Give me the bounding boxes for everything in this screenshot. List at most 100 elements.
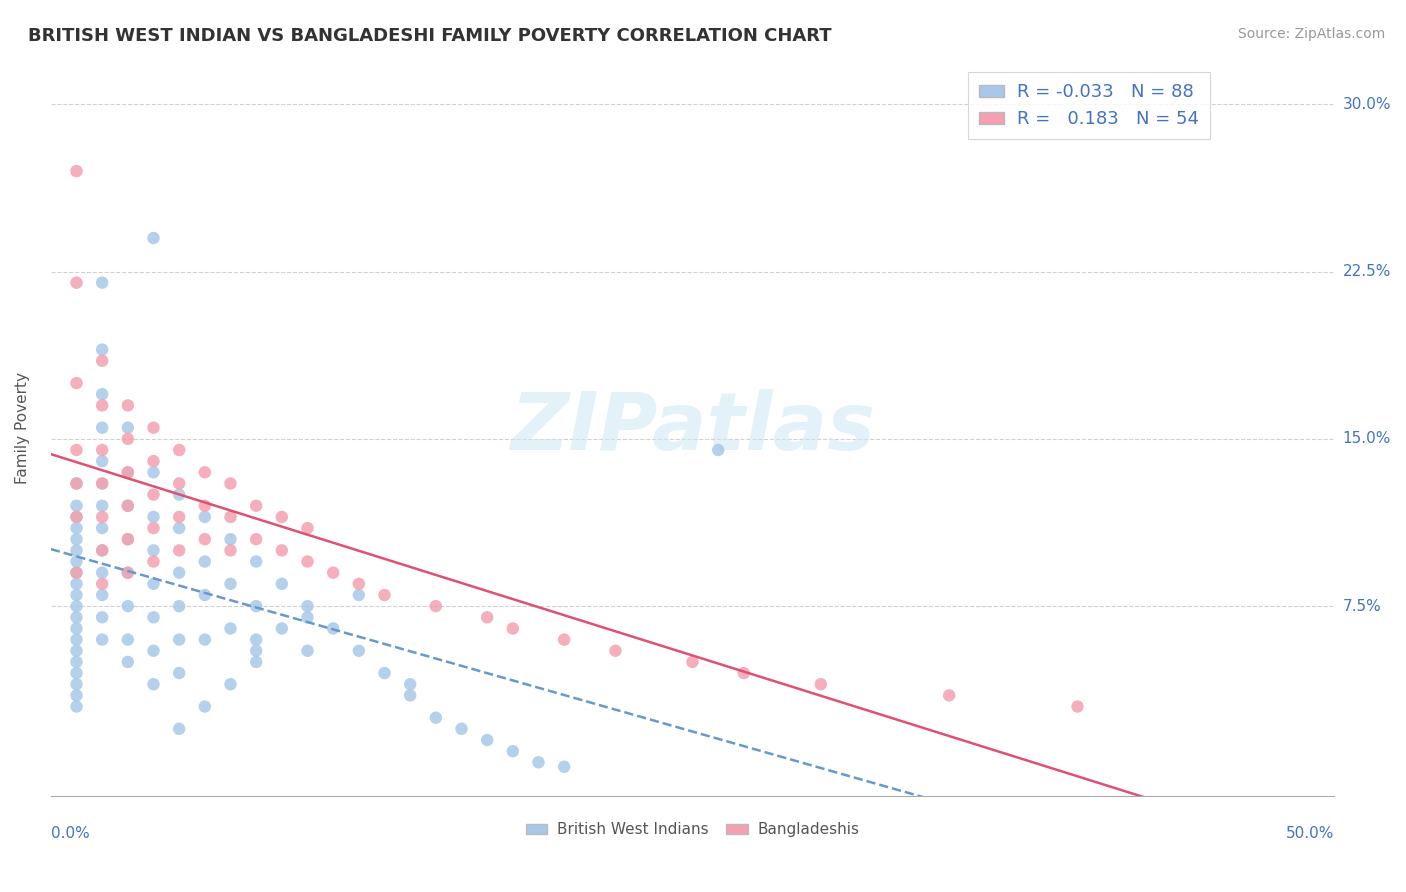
Point xyxy=(65,622,87,636)
Point xyxy=(65,566,87,580)
Point xyxy=(733,666,755,681)
Point xyxy=(475,610,498,624)
Point xyxy=(938,689,960,703)
Point xyxy=(91,510,114,524)
Point xyxy=(270,622,292,636)
Point xyxy=(167,487,190,501)
Point xyxy=(91,566,114,580)
Point xyxy=(65,376,87,390)
Point xyxy=(194,699,217,714)
Point xyxy=(297,521,319,535)
Text: 15.0%: 15.0% xyxy=(1343,432,1391,446)
Point xyxy=(245,533,267,547)
Point xyxy=(65,521,87,535)
Point xyxy=(245,499,267,513)
Point xyxy=(65,689,87,703)
Point xyxy=(219,677,242,691)
Text: 30.0%: 30.0% xyxy=(1343,96,1391,112)
Point xyxy=(65,164,87,178)
Point xyxy=(117,420,139,434)
Point xyxy=(167,476,190,491)
Point xyxy=(219,510,242,524)
Point xyxy=(450,722,472,736)
Point xyxy=(553,760,575,774)
Point xyxy=(65,655,87,669)
Point xyxy=(117,566,139,580)
Point xyxy=(194,588,217,602)
Point xyxy=(167,666,190,681)
Point xyxy=(245,644,267,658)
Point xyxy=(91,343,114,357)
Point xyxy=(270,543,292,558)
Point xyxy=(373,588,395,602)
Point xyxy=(91,610,114,624)
Point xyxy=(322,566,344,580)
Point xyxy=(117,465,139,479)
Point xyxy=(245,655,267,669)
Y-axis label: Family Poverty: Family Poverty xyxy=(15,372,30,483)
Point xyxy=(91,543,114,558)
Point xyxy=(91,476,114,491)
Point xyxy=(91,543,114,558)
Point xyxy=(117,632,139,647)
Point xyxy=(65,510,87,524)
Point xyxy=(194,465,217,479)
Point xyxy=(142,610,165,624)
Point xyxy=(245,599,267,614)
Point xyxy=(297,644,319,658)
Point xyxy=(527,756,550,770)
Point xyxy=(297,610,319,624)
Point xyxy=(142,420,165,434)
Point xyxy=(91,476,114,491)
Point xyxy=(167,722,190,736)
Point xyxy=(297,555,319,569)
Point xyxy=(322,622,344,636)
Point xyxy=(347,588,370,602)
Point xyxy=(219,622,242,636)
Point xyxy=(810,677,832,691)
Point xyxy=(91,387,114,401)
Point xyxy=(167,521,190,535)
Point xyxy=(117,655,139,669)
Point xyxy=(142,465,165,479)
Text: ZIPatlas: ZIPatlas xyxy=(510,389,875,467)
Point xyxy=(91,499,114,513)
Point xyxy=(117,398,139,412)
Point xyxy=(142,231,165,245)
Point xyxy=(194,533,217,547)
Point xyxy=(142,543,165,558)
Point xyxy=(117,599,139,614)
Point xyxy=(142,510,165,524)
Point xyxy=(245,555,267,569)
Point xyxy=(142,644,165,658)
Point xyxy=(65,476,87,491)
Text: BRITISH WEST INDIAN VS BANGLADESHI FAMILY POVERTY CORRELATION CHART: BRITISH WEST INDIAN VS BANGLADESHI FAMIL… xyxy=(28,27,832,45)
Point xyxy=(347,644,370,658)
Point xyxy=(167,510,190,524)
Legend: British West Indians, Bangladeshis: British West Indians, Bangladeshis xyxy=(520,816,865,843)
Point xyxy=(65,533,87,547)
Point xyxy=(682,655,704,669)
Point xyxy=(91,632,114,647)
Point xyxy=(142,555,165,569)
Point xyxy=(1066,699,1088,714)
Point xyxy=(91,588,114,602)
Point xyxy=(91,442,114,457)
Point xyxy=(297,599,319,614)
Point xyxy=(553,632,575,647)
Point xyxy=(142,521,165,535)
Point xyxy=(65,276,87,290)
Point xyxy=(65,610,87,624)
Point xyxy=(91,454,114,468)
Point xyxy=(167,543,190,558)
Text: 22.5%: 22.5% xyxy=(1343,264,1391,279)
Point xyxy=(117,566,139,580)
Point xyxy=(91,398,114,412)
Point xyxy=(605,644,627,658)
Point xyxy=(245,632,267,647)
Point xyxy=(194,632,217,647)
Point xyxy=(347,577,370,591)
Point xyxy=(65,599,87,614)
Point xyxy=(167,442,190,457)
Point xyxy=(219,476,242,491)
